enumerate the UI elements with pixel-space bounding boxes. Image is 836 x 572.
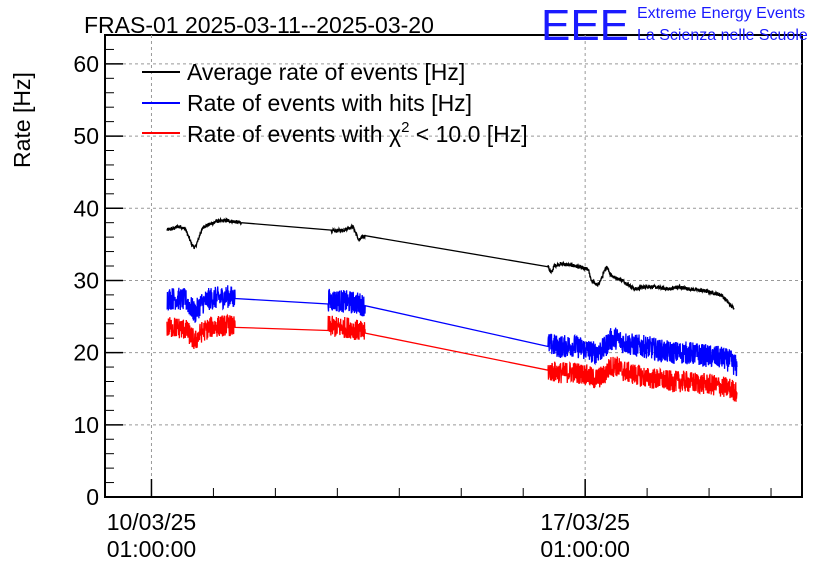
y-tick-label: 40: [73, 195, 99, 221]
x-tick-label-date: 17/03/25: [540, 509, 630, 535]
x-tick-label-date: 10/03/25: [107, 509, 197, 535]
y-tick-label: 50: [73, 123, 99, 149]
y-axis: 0 10 20 30 40 50 60: [73, 48, 123, 510]
legend-label-chi2-sup: 2: [401, 119, 409, 136]
eee-logo-line1: Extreme Energy Events: [637, 5, 805, 22]
y-tick-label: 30: [73, 267, 99, 293]
legend: Average rate of events [Hz] Rate of even…: [142, 59, 528, 147]
y-tick-label: 10: [73, 412, 99, 438]
legend-label-chi2-tail: < 10.0 [Hz]: [409, 121, 527, 147]
y-tick-label: 0: [86, 484, 99, 510]
chart-title: FRAS-01 2025-03-11--2025-03-20: [84, 12, 434, 38]
x-tick-label-time: 01:00:00: [540, 536, 630, 562]
legend-label-average: Average rate of events [Hz]: [187, 59, 465, 85]
eee-logo-line2: La Scienza nelle Scuole: [637, 27, 808, 44]
eee-logo-letters: EEE: [541, 1, 629, 50]
legend-label-chi2-main: Rate of events with χ: [187, 121, 401, 147]
series-group: [166, 216, 738, 402]
series-line-0: [166, 216, 735, 310]
series-line-1: [166, 285, 738, 377]
legend-label-chi2: Rate of events with χ2 < 10.0 [Hz]: [187, 119, 528, 147]
eee-logo: EEE Extreme Energy Events La Scienza nel…: [541, 1, 808, 50]
y-tick-label: 20: [73, 340, 99, 366]
grid: [105, 35, 802, 497]
y-tick-label: 60: [73, 51, 99, 77]
y-axis-label: Rate [Hz]: [9, 72, 35, 168]
series-line-2: [166, 313, 738, 402]
legend-label-hits: Rate of events with hits [Hz]: [187, 90, 472, 116]
x-tick-label-time: 01:00:00: [107, 536, 197, 562]
